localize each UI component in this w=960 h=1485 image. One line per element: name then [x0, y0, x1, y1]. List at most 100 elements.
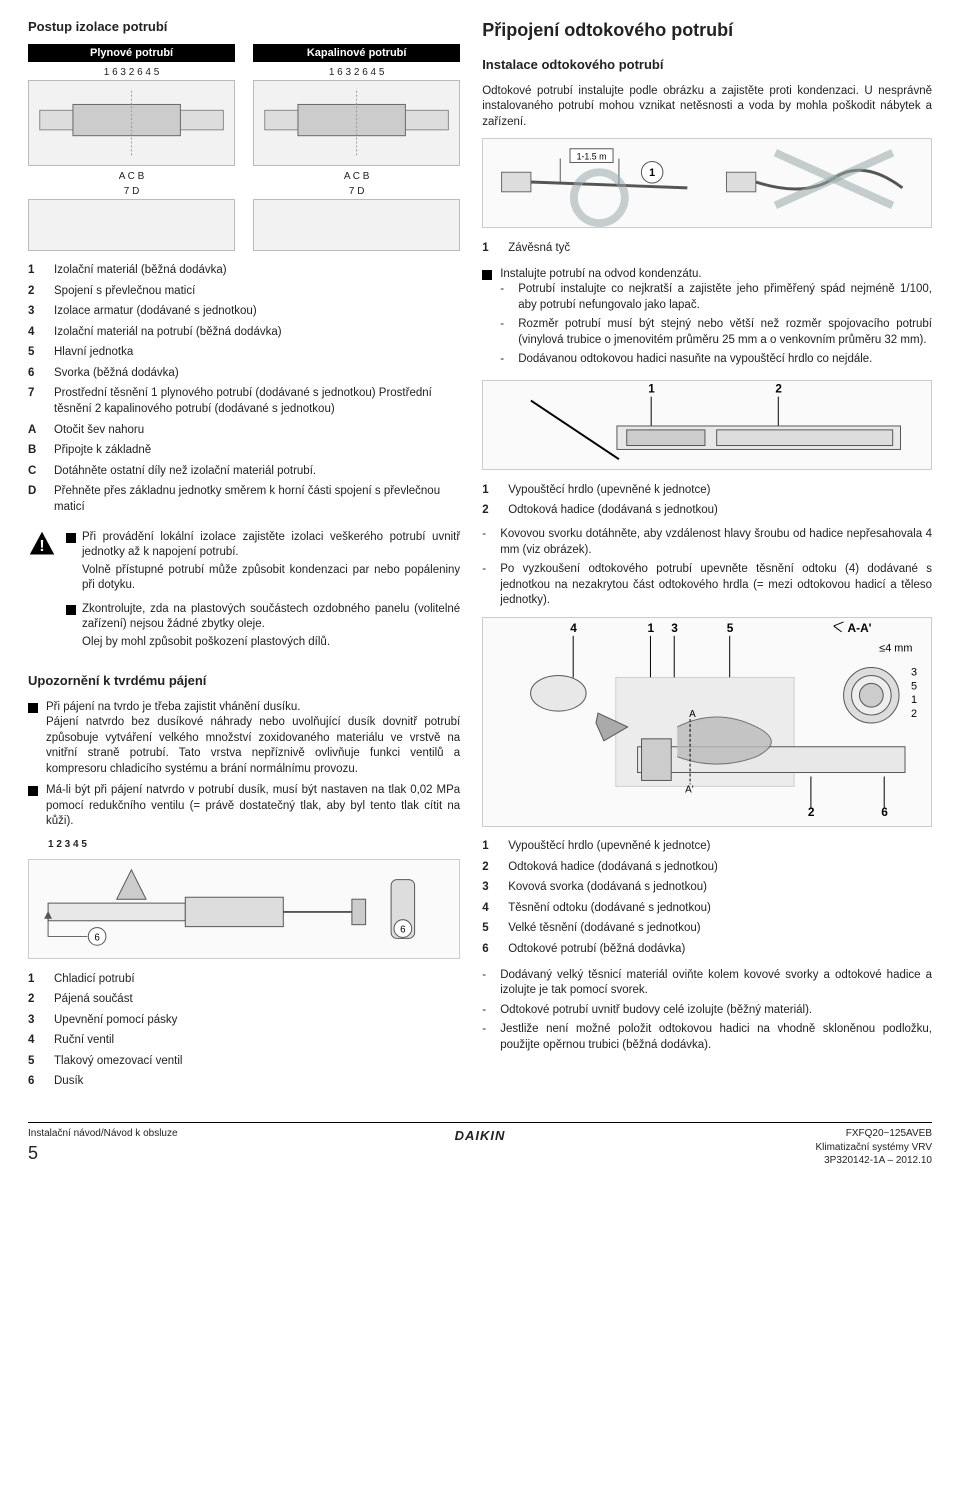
diag-top-labels-2: 1 6 3 2 6 4 5 — [253, 66, 460, 80]
diag-bottom-b2: 7 D — [253, 185, 460, 199]
svg-text:6: 6 — [94, 933, 100, 944]
legend-val: Otočit šev nahoru — [54, 420, 460, 441]
dash-bullet: - — [500, 317, 510, 348]
footer-right-3: 3P320142-1A – 2012.10 — [631, 1154, 932, 1168]
drain-correct-wrong-figure: 1-1.5 m 1 — [482, 138, 932, 228]
legend-val: Přehněte přes základnu jednotky směrem k… — [54, 482, 460, 518]
gas-pipe-diagram-2 — [28, 199, 235, 251]
dash-text: Potrubí instalujte co nejkratší a zajist… — [518, 282, 932, 313]
svg-text:6: 6 — [881, 805, 888, 819]
dash-bullet: - — [482, 1003, 492, 1019]
drain-clamp-figure: 4 1 3 5 A-A' ≤4 mm A A' — [482, 617, 932, 827]
legend-key: 5 — [28, 1051, 54, 1072]
legend-key: 4 — [28, 322, 54, 343]
warning-text: Při provádění lokální izolace zajistěte … — [82, 530, 460, 594]
legend-val: Odtokové potrubí (běžná dodávka) — [508, 939, 932, 960]
square-bullet-icon — [66, 533, 76, 543]
warning-box: ! Při provádění lokální izolace zajistět… — [28, 530, 460, 659]
legend-key: 1 — [482, 238, 508, 259]
legend-key: 1 — [28, 261, 54, 282]
dash-bullet: - — [482, 562, 492, 609]
dash-bullet: - — [482, 968, 492, 999]
svg-text:5: 5 — [911, 680, 917, 692]
legend-key: 2 — [28, 281, 54, 302]
dash-text: Rozměr potrubí musí být stejný nebo větš… — [518, 317, 932, 348]
right-title: Připojení odtokového potrubí — [482, 18, 932, 42]
dash-text: Kovovou svorku dotáhněte, aby vzdálenost… — [500, 527, 932, 558]
legend-val: Izolační materiál (běžná dodávka) — [54, 261, 460, 282]
footer-right-2: Klimatizační systémy VRV — [631, 1141, 932, 1155]
liquid-pipe-diagram-2 — [253, 199, 460, 251]
svg-text:1: 1 — [649, 168, 655, 180]
dist-label: 1-1.5 m — [577, 152, 607, 162]
legend-key: D — [28, 482, 54, 518]
legend-fig-d: 1Vypouštěcí hrdlo (upevněné k jednotce)2… — [482, 837, 932, 960]
svg-text:A': A' — [685, 784, 694, 795]
drain-hose-figure: 1 2 — [482, 380, 932, 470]
legend-key: A — [28, 420, 54, 441]
dash-text: Jestliže není možné položit odtokovou ha… — [500, 1022, 932, 1053]
legend-val: Vypouštěcí hrdlo (upevněné k jednotce) — [508, 480, 932, 501]
brazing-figure: 6 6 — [28, 859, 460, 959]
legend-key: 7 — [28, 384, 54, 420]
svg-text:3: 3 — [911, 666, 917, 678]
diag-bottom-a2: A C B — [253, 170, 460, 184]
dash-text: Po vyzkoušení odtokového potrubí upevnět… — [500, 562, 932, 609]
legend-val: Velké těsnění (dodávané s jednotkou) — [508, 919, 932, 940]
warning-icon: ! — [28, 530, 56, 659]
legend-fig-a: 1Závěsná tyč — [482, 238, 932, 259]
legend-key: 5 — [482, 919, 508, 940]
svg-text:2: 2 — [808, 805, 815, 819]
diag-bottom-b1: 7 D — [28, 185, 235, 199]
legend-val: Odtoková hadice (dodávaná s jednotkou) — [508, 857, 932, 878]
legend-val: Izolační materiál na potrubí (běžná dodá… — [54, 322, 460, 343]
square-bullet-icon — [28, 703, 38, 713]
svg-text:!: ! — [39, 538, 44, 555]
legend-key: 6 — [482, 939, 508, 960]
dash-bullet: - — [500, 282, 510, 313]
warning-text: Zkontrolujte, zda na plastových součáste… — [82, 602, 460, 651]
svg-text:2: 2 — [776, 383, 783, 396]
liquid-pipe-diagram — [253, 80, 460, 166]
legend-brazing: 1Chladicí potrubí2Pájená součást3Upevněn… — [28, 969, 460, 1092]
legend-key: 2 — [28, 990, 54, 1011]
legend-val: Kovová svorka (dodávaná s jednotkou) — [508, 878, 932, 899]
dash-text: Dodávaný velký těsnicí materiál oviňte k… — [500, 968, 932, 999]
fig-b-top: 1 2 3 4 5 — [28, 838, 460, 852]
diag-top-labels-1: 1 6 3 2 6 4 5 — [28, 66, 235, 80]
square-bullet-icon — [482, 270, 492, 280]
brazing-subhead: Upozornění k tvrdému pájení — [28, 672, 460, 690]
dash-text: Odtokové potrubí uvnitř budovy celé izol… — [500, 1003, 932, 1019]
legend-key: 3 — [28, 302, 54, 323]
legend-val: Připojte k základně — [54, 441, 460, 462]
legend-val: Odtoková hadice (dodávaná s jednotkou) — [508, 501, 932, 522]
legend-val: Závěsná tyč — [508, 238, 932, 259]
diag-header-gas: Plynové potrubí — [28, 44, 235, 63]
svg-text:≤4 mm: ≤4 mm — [879, 642, 912, 654]
svg-text:1: 1 — [648, 383, 655, 396]
left-title: Postup izolace potrubí — [28, 18, 460, 36]
legend-key: 6 — [28, 1072, 54, 1093]
diag-header-liquid: Kapalinové potrubí — [253, 44, 460, 63]
block1-head: Instalujte potrubí na odvod kondenzátu. — [500, 267, 932, 283]
square-bullet-icon — [66, 605, 76, 615]
bullet-text: Má-li být při pájení natvrdo v potrubí d… — [46, 783, 460, 830]
dash-bullet: - — [500, 352, 510, 368]
legend-key: 6 — [28, 363, 54, 384]
legend-key: 4 — [28, 1031, 54, 1052]
svg-text:1: 1 — [911, 694, 917, 706]
legend-val: Těsnění odtoku (dodávané s jednotkou) — [508, 898, 932, 919]
legend-val: Izolace armatur (dodávané s jednotkou) — [54, 302, 460, 323]
legend-val: Svorka (běžná dodávka) — [54, 363, 460, 384]
svg-text:2: 2 — [911, 708, 917, 720]
legend-val: Spojení s převlečnou maticí — [54, 281, 460, 302]
right-intro: Odtokové potrubí instalujte podle obrázk… — [482, 84, 932, 131]
footer-left-1: Instalační návod/Návod k obsluze — [28, 1127, 329, 1141]
legend-val: Vypouštěcí hrdlo (upevněné k jednotce) — [508, 837, 932, 858]
legend-val: Prostřední těsnění 1 plynového potrubí (… — [54, 384, 460, 420]
diag-bottom-a1: A C B — [28, 170, 235, 184]
footer-right-1: FXFQ20~125AVEB — [631, 1127, 932, 1141]
legend-key: 2 — [482, 857, 508, 878]
legend-key: C — [28, 461, 54, 482]
dash-bullet: - — [482, 1022, 492, 1053]
